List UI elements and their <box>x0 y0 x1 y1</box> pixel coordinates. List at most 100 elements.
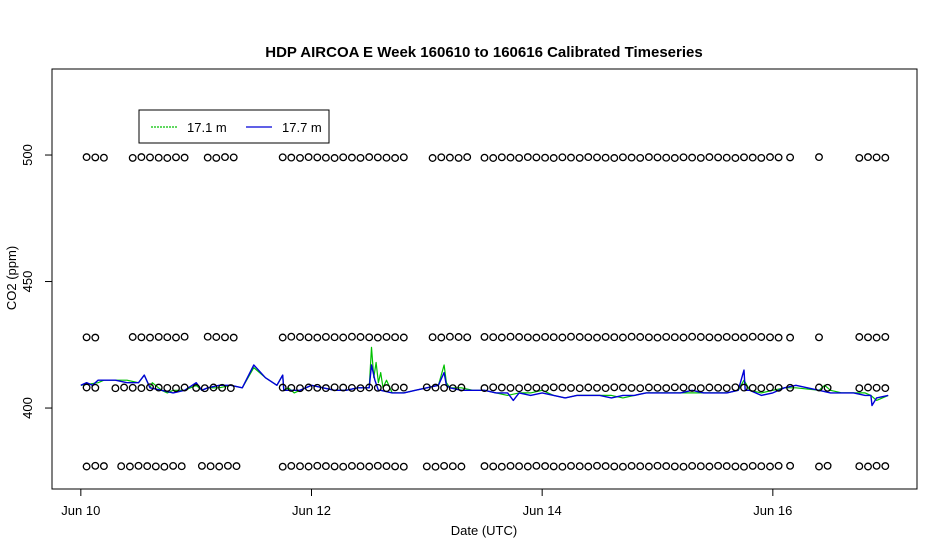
standard-marker <box>786 383 795 392</box>
standard-marker <box>506 461 515 470</box>
standard-marker <box>391 154 400 162</box>
standard-marker <box>373 461 382 470</box>
standard-marker <box>382 384 391 393</box>
standard-marker <box>134 461 143 470</box>
standard-marker <box>422 383 431 392</box>
standard-marker <box>506 332 515 341</box>
standard-marker <box>774 153 783 162</box>
standard-marker <box>382 462 391 471</box>
standard-marker <box>506 153 515 162</box>
standard-marker <box>163 333 172 342</box>
standard-marker <box>82 462 91 471</box>
standard-marker <box>748 153 757 162</box>
standard-marker <box>740 462 748 471</box>
standard-marker <box>714 153 723 162</box>
standard-marker <box>313 461 322 470</box>
standard-marker <box>558 383 567 392</box>
standard-marker <box>229 333 238 342</box>
standard-marker <box>653 153 662 162</box>
standard-marker <box>399 462 408 471</box>
standard-marker <box>636 462 645 471</box>
standard-marker <box>221 153 229 162</box>
standard-marker <box>287 153 296 162</box>
standard-marker <box>428 154 437 162</box>
standard-marker <box>679 383 688 392</box>
standard-marker <box>82 153 91 162</box>
standard-marker <box>347 153 356 162</box>
standard-marker <box>523 153 532 162</box>
standard-marker <box>137 153 146 162</box>
standard-marker <box>688 383 697 392</box>
standard-marker <box>154 383 163 392</box>
standard-marker <box>172 384 180 393</box>
standard-marker <box>321 462 330 471</box>
standard-marker <box>120 383 129 392</box>
series-layer <box>80 346 889 407</box>
standard-marker <box>815 153 823 162</box>
standard-marker <box>203 332 212 341</box>
standard-marker <box>480 462 489 471</box>
standard-marker <box>180 332 189 341</box>
standard-marker <box>541 462 550 471</box>
standard-marker <box>549 333 558 342</box>
standard-marker <box>128 153 137 162</box>
standard-marker <box>163 154 172 162</box>
standard-marker <box>584 333 593 342</box>
standard-marker <box>515 333 524 341</box>
standard-marker <box>232 462 241 471</box>
standard-marker <box>593 153 601 162</box>
standard-marker <box>489 462 498 471</box>
standard-marker <box>287 383 296 392</box>
legend: 17.1 m 17.7 m <box>138 109 330 144</box>
standard-marker <box>321 153 330 162</box>
standard-marker <box>549 462 558 471</box>
standard-marker <box>399 333 408 342</box>
standard-marker <box>575 462 584 471</box>
standard-marker <box>653 461 662 470</box>
standard-marker <box>774 333 783 342</box>
standard-marker <box>864 383 872 392</box>
standard-marker <box>146 333 154 342</box>
standard-marker <box>864 153 872 162</box>
standard-marker <box>117 462 126 471</box>
standard-marker <box>177 462 186 471</box>
standard-marker <box>549 383 558 392</box>
standard-marker <box>356 462 365 471</box>
standard-marker <box>457 383 466 392</box>
standard-marker <box>457 462 466 471</box>
standard-marker <box>610 154 619 162</box>
standard-marker <box>696 153 705 162</box>
standard-marker <box>601 332 610 341</box>
standard-marker <box>766 462 774 471</box>
standard-marker <box>774 383 783 392</box>
standard-marker <box>786 461 795 470</box>
standards-layer <box>82 153 890 471</box>
standard-marker <box>192 383 201 392</box>
standard-marker <box>215 462 224 471</box>
standard-marker <box>172 153 180 162</box>
standard-marker <box>212 333 221 341</box>
standard-marker <box>356 153 365 162</box>
standard-marker <box>169 461 178 470</box>
x-tick-label: Jun 10 <box>61 503 100 518</box>
standard-marker <box>422 462 431 471</box>
standard-marker <box>287 332 296 341</box>
standard-marker <box>541 384 550 393</box>
standard-marker <box>82 383 91 392</box>
standard-marker <box>774 461 783 470</box>
standard-marker <box>91 383 100 392</box>
standard-marker <box>480 332 489 341</box>
standard-marker <box>339 333 348 342</box>
standard-marker <box>480 153 489 162</box>
standard-marker <box>593 383 601 392</box>
standard-marker <box>497 462 506 471</box>
standard-marker <box>766 383 774 392</box>
standard-marker <box>373 333 382 342</box>
standard-marker <box>601 153 610 162</box>
standard-marker <box>497 333 506 342</box>
standard-marker <box>304 383 313 392</box>
standard-marker <box>670 383 679 392</box>
standard-marker <box>347 383 356 392</box>
standard-marker <box>321 384 330 393</box>
standard-marker <box>627 332 636 341</box>
